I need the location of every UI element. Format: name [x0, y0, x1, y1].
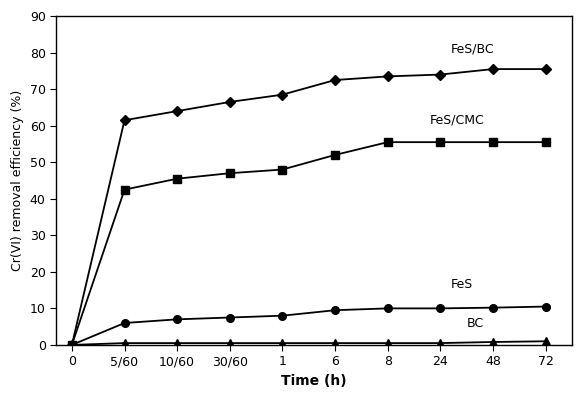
Text: BC: BC [466, 317, 484, 330]
Text: FeS/BC: FeS/BC [451, 43, 494, 55]
Text: FeS/CMC: FeS/CMC [430, 114, 484, 127]
X-axis label: Time (h): Time (h) [281, 374, 347, 388]
Text: FeS: FeS [451, 278, 473, 291]
Y-axis label: Cr(VI) removal efficiency (%): Cr(VI) removal efficiency (%) [11, 90, 24, 271]
